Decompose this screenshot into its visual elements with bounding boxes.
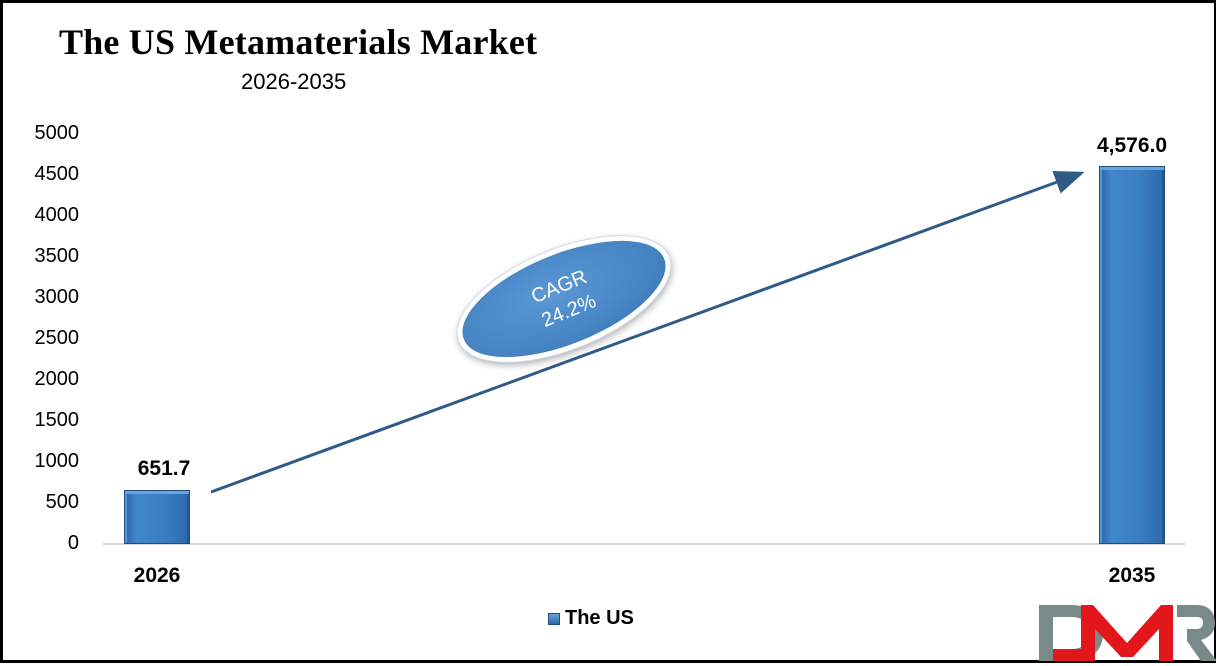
- y-tick-4500: 4500: [34, 163, 80, 185]
- y-tick-4000: 4000: [34, 204, 80, 226]
- y-tick-2500: 2500: [34, 327, 80, 349]
- y-tick-3500: 3500: [34, 245, 80, 267]
- bar-2035: [1099, 166, 1165, 544]
- y-tick-3000: 3000: [34, 286, 80, 308]
- y-tick-0: 0: [67, 532, 79, 554]
- legend-swatch-icon: [548, 612, 560, 625]
- legend: The US: [548, 607, 634, 630]
- y-tick-1000: 1000: [34, 450, 80, 472]
- x-axis-baseline: [103, 543, 1185, 545]
- y-tick-2000: 2000: [34, 368, 80, 390]
- bar-2026: [124, 490, 190, 544]
- chart-title: The US Metamaterials Market: [59, 22, 538, 62]
- chart-subtitle: 2026-2035: [241, 69, 347, 94]
- y-tick-500: 500: [45, 491, 79, 513]
- y-tick-1500: 1500: [34, 409, 80, 431]
- legend-label: The US: [565, 607, 634, 629]
- bar-value-label-2035: 4,576.0: [1096, 134, 1168, 157]
- growth-arrow-icon: [210, 170, 1085, 494]
- y-tick-5000: 5000: [34, 122, 80, 144]
- bar-value-label-2026: 651.7: [137, 457, 191, 480]
- x-label-2026: 2026: [133, 564, 181, 587]
- dmr-logo-icon: [1039, 605, 1216, 661]
- x-label-2035: 2035: [1108, 564, 1156, 587]
